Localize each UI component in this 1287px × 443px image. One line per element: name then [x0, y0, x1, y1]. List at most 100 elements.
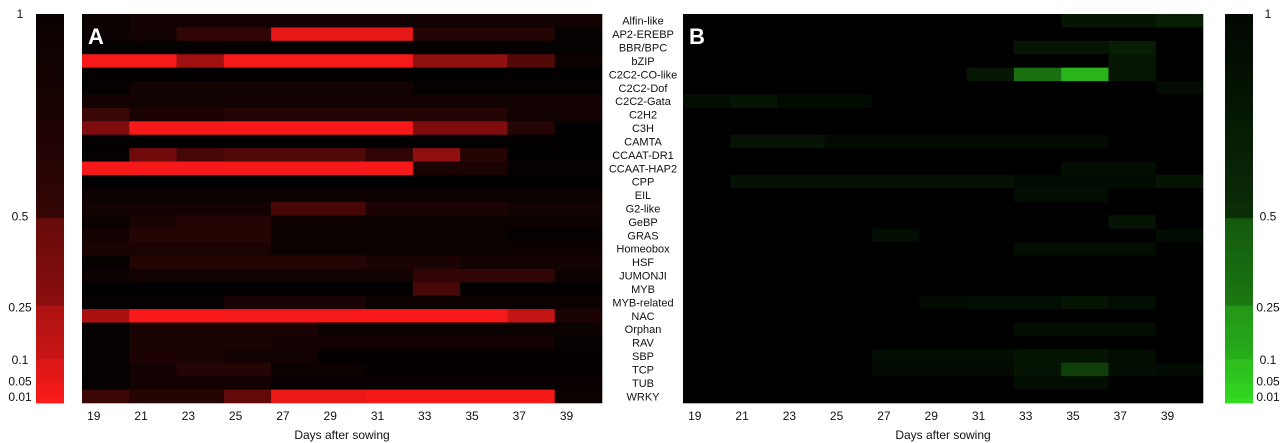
colorbar-segment	[36, 344, 64, 350]
colorbar-segment	[36, 349, 64, 355]
colorbar-segment	[36, 261, 64, 268]
heatmap-cell	[919, 295, 967, 310]
colorbar-segment	[36, 223, 64, 229]
colorbar-segment	[36, 388, 64, 394]
colorbar-tick-label: 1	[17, 7, 24, 21]
colorbar-segment	[1225, 101, 1253, 107]
colorbar-tick-label: 0.5	[12, 209, 29, 223]
heatmap-cell	[683, 81, 1157, 95]
colorbar-segment	[36, 198, 64, 205]
colorbar-segment	[36, 276, 64, 282]
heatmap-cell	[129, 215, 177, 229]
heatmap-cell	[1013, 174, 1157, 189]
heatmap-cell	[966, 67, 1015, 82]
heatmap-cell	[683, 268, 1204, 283]
colorbar-segment	[1225, 169, 1253, 175]
heatmap-cell	[683, 94, 731, 109]
colorbar-segment	[36, 150, 64, 156]
heatmap-cell	[129, 362, 177, 377]
colorbar-segment	[1225, 62, 1253, 68]
heatmap-cell	[129, 322, 319, 337]
colorbar-segment	[36, 281, 64, 287]
heatmap-cell	[271, 376, 603, 390]
heatmap-cell	[777, 94, 873, 109]
colorbar-segment	[1225, 140, 1253, 146]
row-label: CAMTA	[624, 136, 662, 148]
row-label: TUB	[632, 378, 654, 390]
colorbar-segment	[36, 184, 64, 190]
heatmap-cell	[82, 282, 414, 296]
panel-label: A	[88, 24, 104, 49]
heatmap-cell	[683, 335, 1204, 350]
colorbar-segment	[1225, 14, 1253, 20]
colorbar-segment	[1225, 193, 1253, 200]
colorbar-segment	[36, 155, 64, 161]
colorbar-segment	[36, 101, 64, 107]
colorbar-segment	[1225, 116, 1253, 122]
heatmap-cell	[507, 161, 603, 176]
colorbar-segment	[36, 169, 64, 175]
heatmap-cell	[460, 282, 603, 296]
colorbar-tick-label: 1	[1265, 7, 1272, 21]
colorbar-segment	[1225, 359, 1253, 365]
colorbar-segment	[1225, 398, 1253, 404]
heatmap-cell	[1061, 295, 1109, 310]
colorbar-segment	[1225, 18, 1253, 25]
colorbar-segment	[36, 111, 64, 117]
row-label: NAC	[631, 311, 654, 323]
heatmap-cell	[271, 335, 556, 350]
colorbar-segment	[1225, 257, 1253, 263]
colorbar-segment	[36, 179, 64, 185]
heatmap-cell	[1155, 40, 1204, 55]
colorbar-segment	[1225, 281, 1253, 287]
heatmap-cell	[82, 54, 177, 68]
colorbar-segment	[36, 291, 64, 297]
colorbar-segment	[36, 57, 64, 64]
heatmap-cell	[176, 362, 272, 377]
colorbar-segment	[36, 43, 64, 49]
axis-labels: 19 21 23 25 27 29 31 33 35 37 39 Days after sowing 1…	[87, 409, 1174, 442]
colorbar-segment	[1225, 368, 1253, 375]
x-tick-label: 31	[972, 409, 986, 423]
colorbar-segment	[1225, 125, 1253, 132]
heatmap-cell	[1061, 14, 1157, 28]
colorbar-segment	[1225, 349, 1253, 355]
heatmap-cell	[1108, 295, 1157, 310]
heatmap-cell	[683, 40, 1015, 55]
row-label: C2C2-Gata	[615, 96, 672, 108]
colorbar-segment	[1225, 135, 1253, 141]
colorbar-segment	[1225, 247, 1253, 253]
colorbar-segment	[36, 354, 64, 360]
heatmap-cell	[460, 255, 603, 270]
heatmap-cell	[1108, 134, 1204, 149]
colorbar-segment	[1225, 91, 1253, 98]
colorbar-segment	[36, 242, 64, 248]
colorbar-segment	[1225, 320, 1253, 326]
colorbar-segment	[36, 368, 64, 375]
heatmap-cell	[176, 148, 225, 162]
colorbar-segment	[36, 232, 64, 239]
heatmap-cell	[82, 201, 272, 216]
heatmap-cell	[223, 107, 508, 122]
heatmap-cell	[129, 389, 225, 404]
heatmap-cell	[82, 295, 225, 310]
heatmap-cell	[365, 362, 603, 377]
colorbar-segment	[36, 23, 64, 29]
x-tick-label: 19	[87, 409, 101, 423]
colorbar-segment	[36, 266, 64, 273]
heatmap-cell	[1013, 242, 1157, 256]
heatmap-cell	[129, 14, 603, 28]
colorbar-segment	[1225, 218, 1253, 224]
colorbar-segment	[1225, 23, 1253, 29]
heatmap-cell	[683, 134, 731, 149]
heatmap-cell	[82, 67, 603, 82]
colorbar-segment	[1225, 330, 1253, 336]
colorbar-segment	[36, 72, 64, 78]
heatmap-cell	[554, 389, 603, 404]
heatmap-cell	[82, 322, 130, 337]
heatmap-cell	[82, 107, 130, 122]
colorbar-segment	[36, 28, 64, 34]
colorbar-segment	[36, 120, 64, 127]
heatmap-cell	[1108, 349, 1157, 364]
colorbar-segment	[1225, 373, 1253, 380]
